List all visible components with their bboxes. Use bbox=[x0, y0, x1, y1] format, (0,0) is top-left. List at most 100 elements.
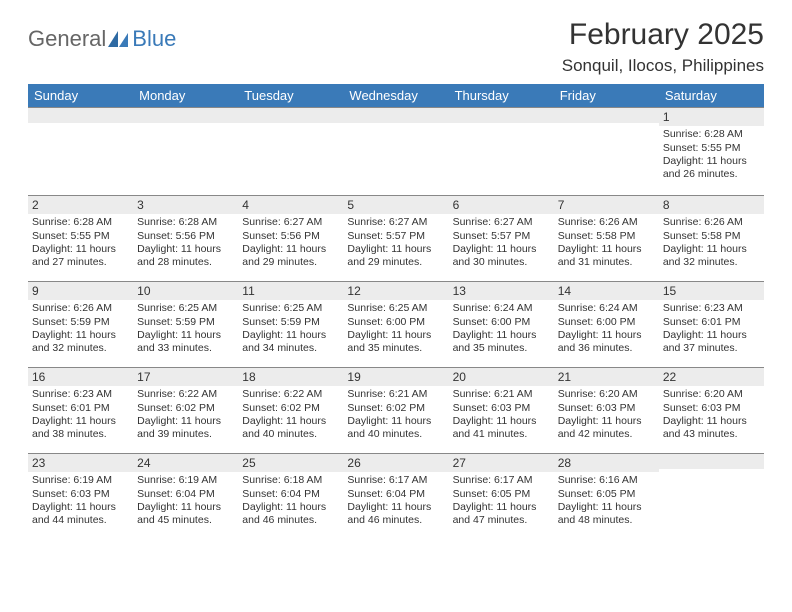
calendar-day-cell: 6Sunrise: 6:27 AMSunset: 5:57 PMDaylight… bbox=[449, 193, 554, 279]
sunset-text: Sunset: 6:03 PM bbox=[453, 402, 550, 415]
calendar-day-cell: 12Sunrise: 6:25 AMSunset: 6:00 PMDayligh… bbox=[343, 279, 448, 365]
calendar-day-cell: 25Sunrise: 6:18 AMSunset: 6:04 PMDayligh… bbox=[238, 451, 343, 537]
calendar-day-cell bbox=[554, 107, 659, 193]
month-title: February 2025 bbox=[562, 18, 764, 52]
calendar-day-cell: 20Sunrise: 6:21 AMSunset: 6:03 PMDayligh… bbox=[449, 365, 554, 451]
day-details: Sunrise: 6:20 AMSunset: 6:03 PMDaylight:… bbox=[659, 386, 764, 445]
title-block: February 2025 Sonquil, Ilocos, Philippin… bbox=[562, 18, 764, 76]
daylight-text: Daylight: 11 hours and 35 minutes. bbox=[347, 329, 444, 355]
day-number: 21 bbox=[554, 367, 659, 386]
day-details: Sunrise: 6:25 AMSunset: 5:59 PMDaylight:… bbox=[238, 300, 343, 359]
day-details: Sunrise: 6:27 AMSunset: 5:57 PMDaylight:… bbox=[343, 214, 448, 273]
daylight-text: Daylight: 11 hours and 48 minutes. bbox=[558, 501, 655, 527]
sunrise-text: Sunrise: 6:25 AM bbox=[137, 302, 234, 315]
daylight-text: Daylight: 11 hours and 35 minutes. bbox=[453, 329, 550, 355]
sunset-text: Sunset: 5:56 PM bbox=[242, 230, 339, 243]
day-details: Sunrise: 6:28 AMSunset: 5:56 PMDaylight:… bbox=[133, 214, 238, 273]
sunrise-text: Sunrise: 6:23 AM bbox=[663, 302, 760, 315]
calendar-day-cell: 8Sunrise: 6:26 AMSunset: 5:58 PMDaylight… bbox=[659, 193, 764, 279]
day-number: 17 bbox=[133, 367, 238, 386]
sunset-text: Sunset: 6:04 PM bbox=[242, 488, 339, 501]
sunset-text: Sunset: 5:59 PM bbox=[137, 316, 234, 329]
day-details: Sunrise: 6:20 AMSunset: 6:03 PMDaylight:… bbox=[554, 386, 659, 445]
daylight-text: Daylight: 11 hours and 32 minutes. bbox=[32, 329, 129, 355]
day-number: 4 bbox=[238, 195, 343, 214]
day-details: Sunrise: 6:25 AMSunset: 5:59 PMDaylight:… bbox=[133, 300, 238, 359]
sunset-text: Sunset: 6:02 PM bbox=[242, 402, 339, 415]
sunset-text: Sunset: 6:05 PM bbox=[453, 488, 550, 501]
sunrise-text: Sunrise: 6:20 AM bbox=[558, 388, 655, 401]
day-number: 15 bbox=[659, 281, 764, 300]
sunset-text: Sunset: 5:55 PM bbox=[32, 230, 129, 243]
sunrise-text: Sunrise: 6:25 AM bbox=[347, 302, 444, 315]
sunrise-text: Sunrise: 6:21 AM bbox=[347, 388, 444, 401]
day-details: Sunrise: 6:24 AMSunset: 6:00 PMDaylight:… bbox=[449, 300, 554, 359]
sunrise-text: Sunrise: 6:18 AM bbox=[242, 474, 339, 487]
calendar-day-cell: 10Sunrise: 6:25 AMSunset: 5:59 PMDayligh… bbox=[133, 279, 238, 365]
daylight-text: Daylight: 11 hours and 43 minutes. bbox=[663, 415, 760, 441]
day-number bbox=[659, 453, 764, 469]
sunset-text: Sunset: 5:59 PM bbox=[32, 316, 129, 329]
sunrise-text: Sunrise: 6:27 AM bbox=[453, 216, 550, 229]
calendar-week: 1Sunrise: 6:28 AMSunset: 5:55 PMDaylight… bbox=[28, 107, 764, 193]
calendar-day-cell bbox=[238, 107, 343, 193]
sunrise-text: Sunrise: 6:22 AM bbox=[242, 388, 339, 401]
calendar-day-cell bbox=[343, 107, 448, 193]
calendar-day-cell: 7Sunrise: 6:26 AMSunset: 5:58 PMDaylight… bbox=[554, 193, 659, 279]
day-details: Sunrise: 6:22 AMSunset: 6:02 PMDaylight:… bbox=[238, 386, 343, 445]
sunset-text: Sunset: 6:03 PM bbox=[558, 402, 655, 415]
calendar-day-cell: 9Sunrise: 6:26 AMSunset: 5:59 PMDaylight… bbox=[28, 279, 133, 365]
calendar-day-cell: 1Sunrise: 6:28 AMSunset: 5:55 PMDaylight… bbox=[659, 107, 764, 193]
calendar-day-cell: 18Sunrise: 6:22 AMSunset: 6:02 PMDayligh… bbox=[238, 365, 343, 451]
weekday-header: Monday bbox=[133, 84, 238, 107]
sunset-text: Sunset: 5:57 PM bbox=[453, 230, 550, 243]
sunset-text: Sunset: 5:56 PM bbox=[137, 230, 234, 243]
calendar-body: 1Sunrise: 6:28 AMSunset: 5:55 PMDaylight… bbox=[28, 107, 764, 537]
calendar-day-cell bbox=[659, 451, 764, 537]
sunrise-text: Sunrise: 6:21 AM bbox=[453, 388, 550, 401]
calendar-day-cell: 5Sunrise: 6:27 AMSunset: 5:57 PMDaylight… bbox=[343, 193, 448, 279]
day-details: Sunrise: 6:21 AMSunset: 6:02 PMDaylight:… bbox=[343, 386, 448, 445]
calendar-day-cell: 13Sunrise: 6:24 AMSunset: 6:00 PMDayligh… bbox=[449, 279, 554, 365]
day-number: 22 bbox=[659, 367, 764, 386]
daylight-text: Daylight: 11 hours and 33 minutes. bbox=[137, 329, 234, 355]
sunrise-text: Sunrise: 6:24 AM bbox=[453, 302, 550, 315]
day-number bbox=[238, 107, 343, 123]
calendar-week: 16Sunrise: 6:23 AMSunset: 6:01 PMDayligh… bbox=[28, 365, 764, 451]
weekday-header: Thursday bbox=[449, 84, 554, 107]
day-number bbox=[28, 107, 133, 123]
day-number: 7 bbox=[554, 195, 659, 214]
day-number: 28 bbox=[554, 453, 659, 472]
sunrise-text: Sunrise: 6:19 AM bbox=[32, 474, 129, 487]
sunset-text: Sunset: 5:55 PM bbox=[663, 142, 760, 155]
calendar-day-cell bbox=[449, 107, 554, 193]
day-number: 14 bbox=[554, 281, 659, 300]
daylight-text: Daylight: 11 hours and 36 minutes. bbox=[558, 329, 655, 355]
calendar-day-cell: 14Sunrise: 6:24 AMSunset: 6:00 PMDayligh… bbox=[554, 279, 659, 365]
day-number: 1 bbox=[659, 107, 764, 126]
day-details: Sunrise: 6:23 AMSunset: 6:01 PMDaylight:… bbox=[659, 300, 764, 359]
day-number: 10 bbox=[133, 281, 238, 300]
daylight-text: Daylight: 11 hours and 42 minutes. bbox=[558, 415, 655, 441]
calendar-day-cell: 24Sunrise: 6:19 AMSunset: 6:04 PMDayligh… bbox=[133, 451, 238, 537]
sunrise-text: Sunrise: 6:26 AM bbox=[32, 302, 129, 315]
logo-text-blue: Blue bbox=[132, 26, 176, 52]
sunset-text: Sunset: 5:57 PM bbox=[347, 230, 444, 243]
calendar-day-cell: 11Sunrise: 6:25 AMSunset: 5:59 PMDayligh… bbox=[238, 279, 343, 365]
sunrise-text: Sunrise: 6:16 AM bbox=[558, 474, 655, 487]
daylight-text: Daylight: 11 hours and 46 minutes. bbox=[347, 501, 444, 527]
sunset-text: Sunset: 6:05 PM bbox=[558, 488, 655, 501]
day-details: Sunrise: 6:18 AMSunset: 6:04 PMDaylight:… bbox=[238, 472, 343, 531]
daylight-text: Daylight: 11 hours and 40 minutes. bbox=[242, 415, 339, 441]
calendar-day-cell: 16Sunrise: 6:23 AMSunset: 6:01 PMDayligh… bbox=[28, 365, 133, 451]
calendar-day-cell bbox=[28, 107, 133, 193]
daylight-text: Daylight: 11 hours and 44 minutes. bbox=[32, 501, 129, 527]
day-number: 2 bbox=[28, 195, 133, 214]
day-details: Sunrise: 6:19 AMSunset: 6:03 PMDaylight:… bbox=[28, 472, 133, 531]
sunset-text: Sunset: 6:00 PM bbox=[558, 316, 655, 329]
daylight-text: Daylight: 11 hours and 47 minutes. bbox=[453, 501, 550, 527]
daylight-text: Daylight: 11 hours and 29 minutes. bbox=[347, 243, 444, 269]
daylight-text: Daylight: 11 hours and 26 minutes. bbox=[663, 155, 760, 181]
calendar-day-cell: 4Sunrise: 6:27 AMSunset: 5:56 PMDaylight… bbox=[238, 193, 343, 279]
calendar-table: SundayMondayTuesdayWednesdayThursdayFrid… bbox=[28, 84, 764, 539]
